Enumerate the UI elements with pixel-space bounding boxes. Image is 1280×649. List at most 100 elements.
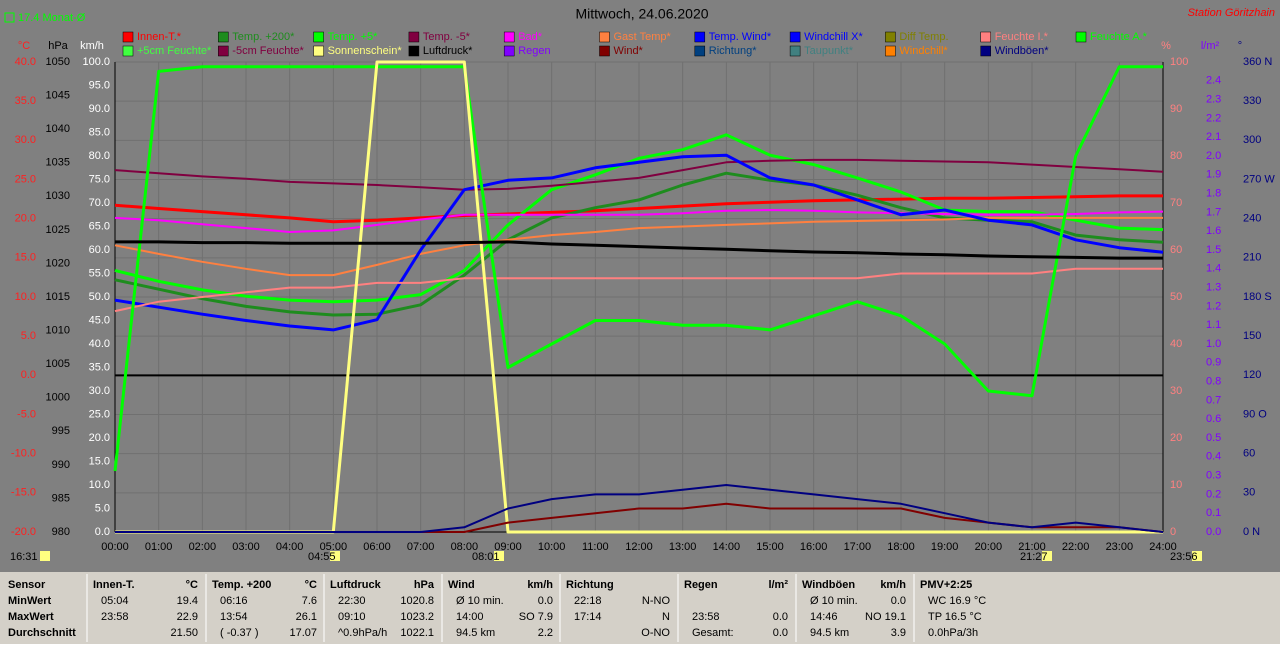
legend-label: Innen-T.* <box>137 31 182 43</box>
y-tick-label: 240 <box>1243 213 1261 225</box>
table-cell: 94.5 km <box>456 627 495 639</box>
y-tick-label: 980 <box>52 526 70 538</box>
table-cell: ^0.9hPa/h <box>338 627 387 639</box>
y-tick-label: 55.0 <box>89 267 110 279</box>
annotation-icon <box>40 551 50 561</box>
y-tick-label: 180 S <box>1243 291 1272 303</box>
series-line <box>115 240 1163 260</box>
annotation: 23:56 <box>1170 551 1198 563</box>
y-tick-label: 1025 <box>46 224 70 236</box>
y-tick-label: 50 <box>1170 291 1182 303</box>
y-tick-label: 1000 <box>46 392 70 404</box>
y-tick-label: 0.4 <box>1206 451 1221 463</box>
y-tick-label: 20.0 <box>15 213 36 225</box>
y-tick-label: 2.1 <box>1206 131 1221 143</box>
annotation-icon <box>494 551 504 561</box>
month-average: 17.4 Monat-Ø <box>18 12 86 24</box>
legend-label: Taupunkt* <box>804 45 854 57</box>
y-tick-label: -20.0 <box>11 526 36 538</box>
y-tick-label: 210 <box>1243 252 1261 264</box>
table-cell: WC 16.9 °C <box>928 595 986 607</box>
y-tick-label: 90 <box>1170 103 1182 115</box>
table-cell: 0.0hPa/3h <box>928 627 978 639</box>
x-tick-label: 16:00 <box>800 541 828 553</box>
legend-swatch <box>408 45 420 57</box>
x-tick-label: 17:00 <box>844 541 872 553</box>
y-tick-label: 2.3 <box>1206 94 1221 106</box>
x-tick-label: 05:00 <box>320 541 348 553</box>
x-tick-label: 04:00 <box>276 541 304 553</box>
x-tick-label: 03:00 <box>232 541 260 553</box>
y-tick-label: 35.0 <box>89 361 110 373</box>
y-tick-label: 35.0 <box>15 95 36 107</box>
y-tick-label: 1.2 <box>1206 300 1221 312</box>
y-tick-label: 2.4 <box>1206 75 1221 87</box>
y-tick-label: 70.0 <box>89 197 110 209</box>
y-tick-label: 5.0 <box>21 330 36 342</box>
legend-swatch <box>885 31 896 43</box>
y-tick-label: 300 <box>1243 134 1261 146</box>
x-tick-label: 08:00 <box>451 541 479 553</box>
y-tick-label: 0.5 <box>1206 432 1221 444</box>
column-unit: km/h <box>880 579 906 591</box>
x-tick-label: 14:00 <box>713 541 741 553</box>
table-cell: N-NO <box>642 595 671 607</box>
x-tick-label: 07:00 <box>407 541 435 553</box>
legend-label: Temp. +5* <box>328 31 379 43</box>
y-tick-label: 1.6 <box>1206 225 1221 237</box>
table-cell: 23:58 <box>101 611 129 623</box>
series-line <box>114 209 1164 233</box>
y-tick-label: 25.0 <box>15 173 36 185</box>
x-tick-label: 10:00 <box>538 541 566 553</box>
table-cell: O-NO <box>641 627 670 639</box>
y-tick-label: 2.0 <box>1206 150 1221 162</box>
legend-swatch <box>503 45 515 57</box>
y-tick-label: 10.0 <box>89 479 110 491</box>
y-tick-label: 5.0 <box>95 502 110 514</box>
legend-label: Richtung* <box>709 45 757 57</box>
y-tick-label: 2.2 <box>1206 112 1221 124</box>
y-tick-label: 1.4 <box>1206 263 1221 275</box>
legend-label: Luftdruck* <box>423 45 473 57</box>
y-tick-label: 80 <box>1170 150 1182 162</box>
table-cell: 0.0 <box>538 595 553 607</box>
y-tick-label: 40.0 <box>15 56 36 68</box>
table-cell: 17:14 <box>574 611 602 623</box>
y-tick-label: 1020 <box>46 257 70 269</box>
legend-label: Regen <box>518 45 550 57</box>
x-tick-label: 01:00 <box>145 541 173 553</box>
table-header: Sensor <box>8 579 46 591</box>
y-tick-label: 1.0 <box>1206 338 1221 350</box>
table-cell: 14:46 <box>810 611 838 623</box>
legend-label: Feuchte A.* <box>1090 31 1148 43</box>
table-cell: 7.6 <box>302 595 317 607</box>
table-cell: SO 7.9 <box>519 611 553 623</box>
column-header: Windböen <box>802 579 855 591</box>
table-cell: 0.0 <box>773 627 788 639</box>
legend-swatch <box>408 31 420 43</box>
y-tick-label: -15.0 <box>11 487 36 499</box>
axis-unit: °C <box>18 40 30 52</box>
legend-swatch <box>885 45 896 57</box>
axis-unit: km/h <box>80 40 104 52</box>
y-tick-label: 15.0 <box>15 252 36 264</box>
column-unit: °C <box>305 579 317 591</box>
series-line <box>114 133 1164 304</box>
y-tick-label: 985 <box>52 492 70 504</box>
legend-swatch <box>122 45 134 57</box>
y-tick-label: 90 O <box>1243 408 1267 420</box>
legend-swatch <box>789 45 801 57</box>
column-unit: l/m² <box>768 579 788 591</box>
table-cell: 05:04 <box>101 595 129 607</box>
y-tick-label: 0.2 <box>1206 488 1221 500</box>
column-unit: hPa <box>414 579 435 591</box>
y-tick-label: 40 <box>1170 338 1182 350</box>
column-header: Innen-T. <box>93 579 135 591</box>
legend-label: Sonnenschein* <box>328 45 403 57</box>
column-header: Regen <box>684 579 718 591</box>
legend-label: +5cm Feuchte* <box>137 45 212 57</box>
y-tick-label: 50.0 <box>89 291 110 303</box>
y-tick-label: 995 <box>52 425 70 437</box>
legend-swatch <box>980 45 991 57</box>
x-tick-label: 11:00 <box>582 541 609 553</box>
